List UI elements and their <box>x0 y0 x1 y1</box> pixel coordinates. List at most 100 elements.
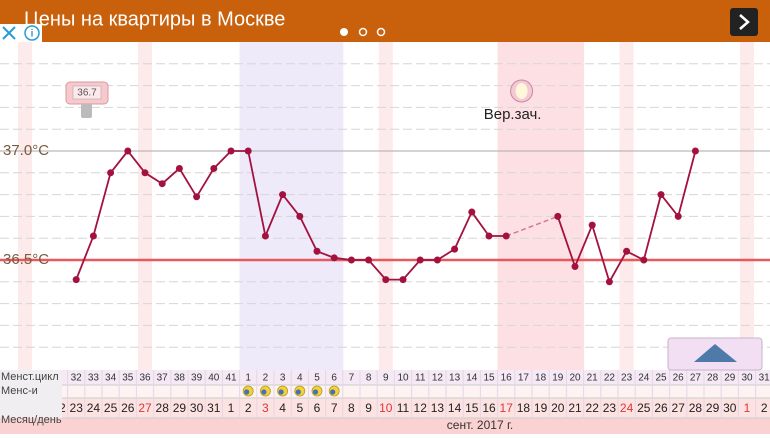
date: 24 <box>620 401 634 415</box>
date: 27 <box>672 401 686 415</box>
menses-mark-inner <box>278 389 284 395</box>
annotation: Вер.зач. <box>484 106 542 123</box>
gap-bridge <box>505 215 559 237</box>
temperature-point <box>227 147 235 155</box>
cycle-day: 9 <box>383 373 389 384</box>
tooltip-value: 36.7 <box>77 88 97 99</box>
date: 20 <box>551 401 565 415</box>
temperature-point <box>382 276 390 284</box>
cycle-day: 15 <box>483 373 495 384</box>
row-label: Месяц/день <box>1 414 62 426</box>
temperature-point <box>279 191 287 199</box>
menses-band <box>239 42 258 370</box>
weekend-stripe <box>138 42 152 370</box>
y-tick-label: 36.5°C <box>3 251 49 268</box>
temperature-point <box>674 212 682 220</box>
temperature-point <box>623 247 631 255</box>
cycle-day: 19 <box>552 373 564 384</box>
cycle-day: 5 <box>314 373 320 384</box>
temperature-point <box>554 212 562 220</box>
menses-band <box>274 42 292 370</box>
temperature-point <box>416 256 424 264</box>
cycle-day: 35 <box>122 373 134 384</box>
date-row <box>0 398 770 418</box>
ad-dot[interactable] <box>376 27 386 37</box>
temperature-point <box>89 232 97 240</box>
temperature-point <box>193 193 201 201</box>
ad-close[interactable] <box>2 26 16 40</box>
cycle-day: 26 <box>673 373 685 384</box>
fertile-band <box>532 42 550 370</box>
date: 4 <box>279 401 286 415</box>
date: 13 <box>431 401 445 415</box>
date: 28 <box>689 401 703 415</box>
temperature-point <box>502 232 510 240</box>
menses-mark-inner <box>330 389 336 395</box>
date: 25 <box>637 401 651 415</box>
ad-dot[interactable] <box>358 27 368 37</box>
cycle-day: 41 <box>225 373 237 384</box>
ad-title[interactable]: Цены на квартиры в Москве <box>24 8 285 30</box>
date: 8 <box>348 401 355 415</box>
date: 24 <box>87 401 101 415</box>
date: 10 <box>379 401 393 415</box>
cycle-day: 23 <box>621 373 633 384</box>
ad-dot[interactable] <box>340 28 348 36</box>
fertile-band <box>549 42 567 370</box>
fertile-band <box>497 42 516 370</box>
date: 9 <box>365 401 372 415</box>
temperature-point <box>296 212 304 220</box>
date: 2 <box>761 401 768 415</box>
cycle-day: 37 <box>157 373 169 384</box>
annotation-icon <box>515 83 528 99</box>
cycle-day: 2 <box>263 373 269 384</box>
menses-mark-inner <box>295 389 301 395</box>
date: 1 <box>744 401 751 415</box>
temperature-point <box>485 232 493 240</box>
cycle-day: 12 <box>432 373 444 384</box>
cycle-day: 29 <box>724 373 736 384</box>
cycle-day: 3 <box>280 373 286 384</box>
cycle-day: 13 <box>449 373 461 384</box>
cycle-day: 8 <box>366 373 372 384</box>
date: 15 <box>465 401 479 415</box>
cycle-day: 38 <box>174 373 186 384</box>
cycle-day: 36 <box>139 373 151 384</box>
date: 1 <box>228 401 235 415</box>
cycle-day: 1 <box>245 373 251 384</box>
temperature-point <box>571 263 579 271</box>
temperature-point <box>244 147 252 155</box>
cycle-day: 20 <box>569 373 581 384</box>
date: 5 <box>296 401 303 415</box>
temperature-point <box>640 256 648 264</box>
cycle-day: 18 <box>535 373 547 384</box>
temperature-point <box>691 147 699 155</box>
temperature-point <box>468 208 476 216</box>
temperature-point <box>399 276 407 284</box>
month-row <box>0 418 770 434</box>
date: 19 <box>534 401 548 415</box>
ad-banner[interactable] <box>0 0 770 42</box>
menses-band <box>308 42 327 370</box>
ad-controls <box>0 24 42 42</box>
weekend-stripe <box>619 42 634 370</box>
date: 23 <box>603 401 617 415</box>
date: 26 <box>121 401 135 415</box>
date: 3 <box>262 401 269 415</box>
weekend-stripe <box>378 42 393 370</box>
ad-info[interactable] <box>24 25 40 41</box>
row-label: Менс-и <box>1 385 38 397</box>
date: 23 <box>70 401 84 415</box>
cycle-day: 40 <box>208 373 220 384</box>
date: 6 <box>314 401 321 415</box>
cycle-day: 4 <box>297 373 303 384</box>
ad-next-button[interactable] <box>730 8 758 36</box>
menses-mark-inner <box>244 389 250 395</box>
row-label: Менст.цикл <box>1 371 59 383</box>
date: 25 <box>104 401 118 415</box>
menses-band <box>256 42 275 370</box>
cycle-day: 6 <box>331 373 337 384</box>
date: 29 <box>706 401 720 415</box>
cycle-day: 34 <box>105 373 117 384</box>
